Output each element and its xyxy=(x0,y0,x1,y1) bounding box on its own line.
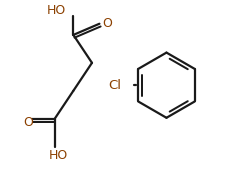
Text: Cl: Cl xyxy=(108,79,120,92)
Text: HO: HO xyxy=(49,149,68,163)
Text: O: O xyxy=(102,17,111,30)
Text: O: O xyxy=(24,116,34,129)
Text: HO: HO xyxy=(47,4,66,17)
